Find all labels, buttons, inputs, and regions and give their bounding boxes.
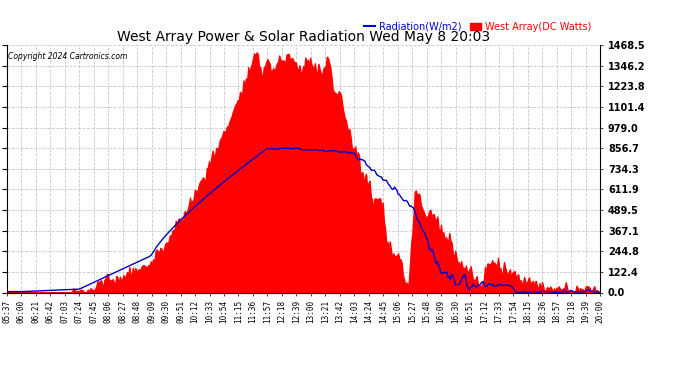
Text: Copyright 2024 Cartronics.com: Copyright 2024 Cartronics.com (8, 53, 128, 62)
Title: West Array Power & Solar Radiation Wed May 8 20:03: West Array Power & Solar Radiation Wed M… (117, 30, 490, 44)
Legend: Radiation(W/m2), West Array(DC Watts): Radiation(W/m2), West Array(DC Watts) (360, 18, 595, 36)
